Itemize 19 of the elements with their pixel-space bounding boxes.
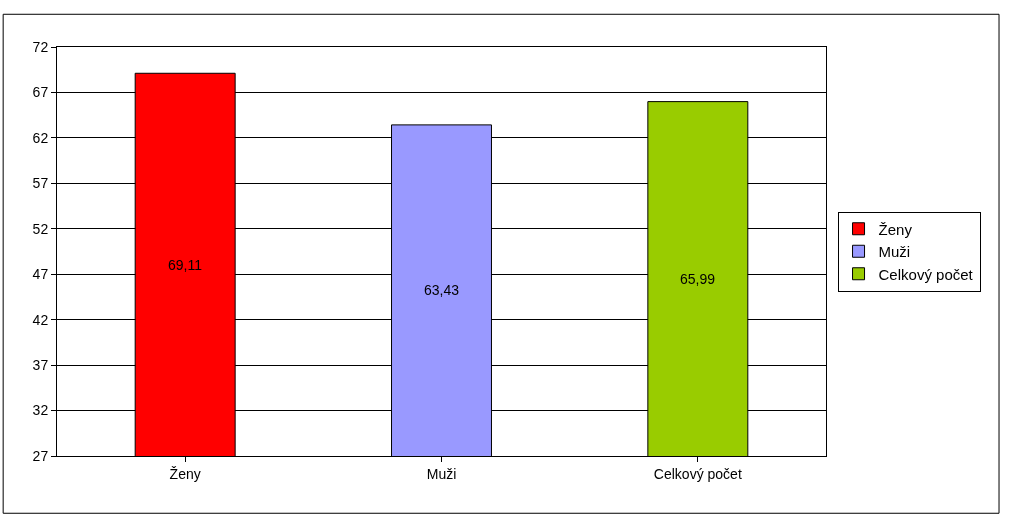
y-tick-label: 27 — [32, 447, 49, 464]
y-tick-label: 52 — [32, 220, 49, 237]
data-label: 65,99 — [680, 271, 716, 287]
legend-label: Muži — [878, 243, 911, 261]
x-tick-label: Ženy — [169, 465, 201, 482]
y-tick-label: 32 — [32, 402, 49, 419]
data-label: 63,43 — [424, 282, 460, 298]
legend-label: Ženy — [878, 220, 913, 238]
y-tick-label: 67 — [32, 84, 49, 101]
y-tick-label: 62 — [32, 129, 49, 146]
x-tick-label: Celkový počet — [653, 465, 742, 482]
x-tick-label: Muži — [426, 465, 457, 482]
y-tick-label: 42 — [32, 311, 49, 328]
y-tick-label: 57 — [32, 175, 49, 192]
y-tick-label: 72 — [32, 38, 49, 55]
legend-label: Celkový počet — [878, 265, 974, 283]
y-tick-label: 37 — [32, 357, 49, 374]
y-tick-label: 47 — [32, 266, 49, 283]
data-label: 69,11 — [168, 257, 203, 273]
